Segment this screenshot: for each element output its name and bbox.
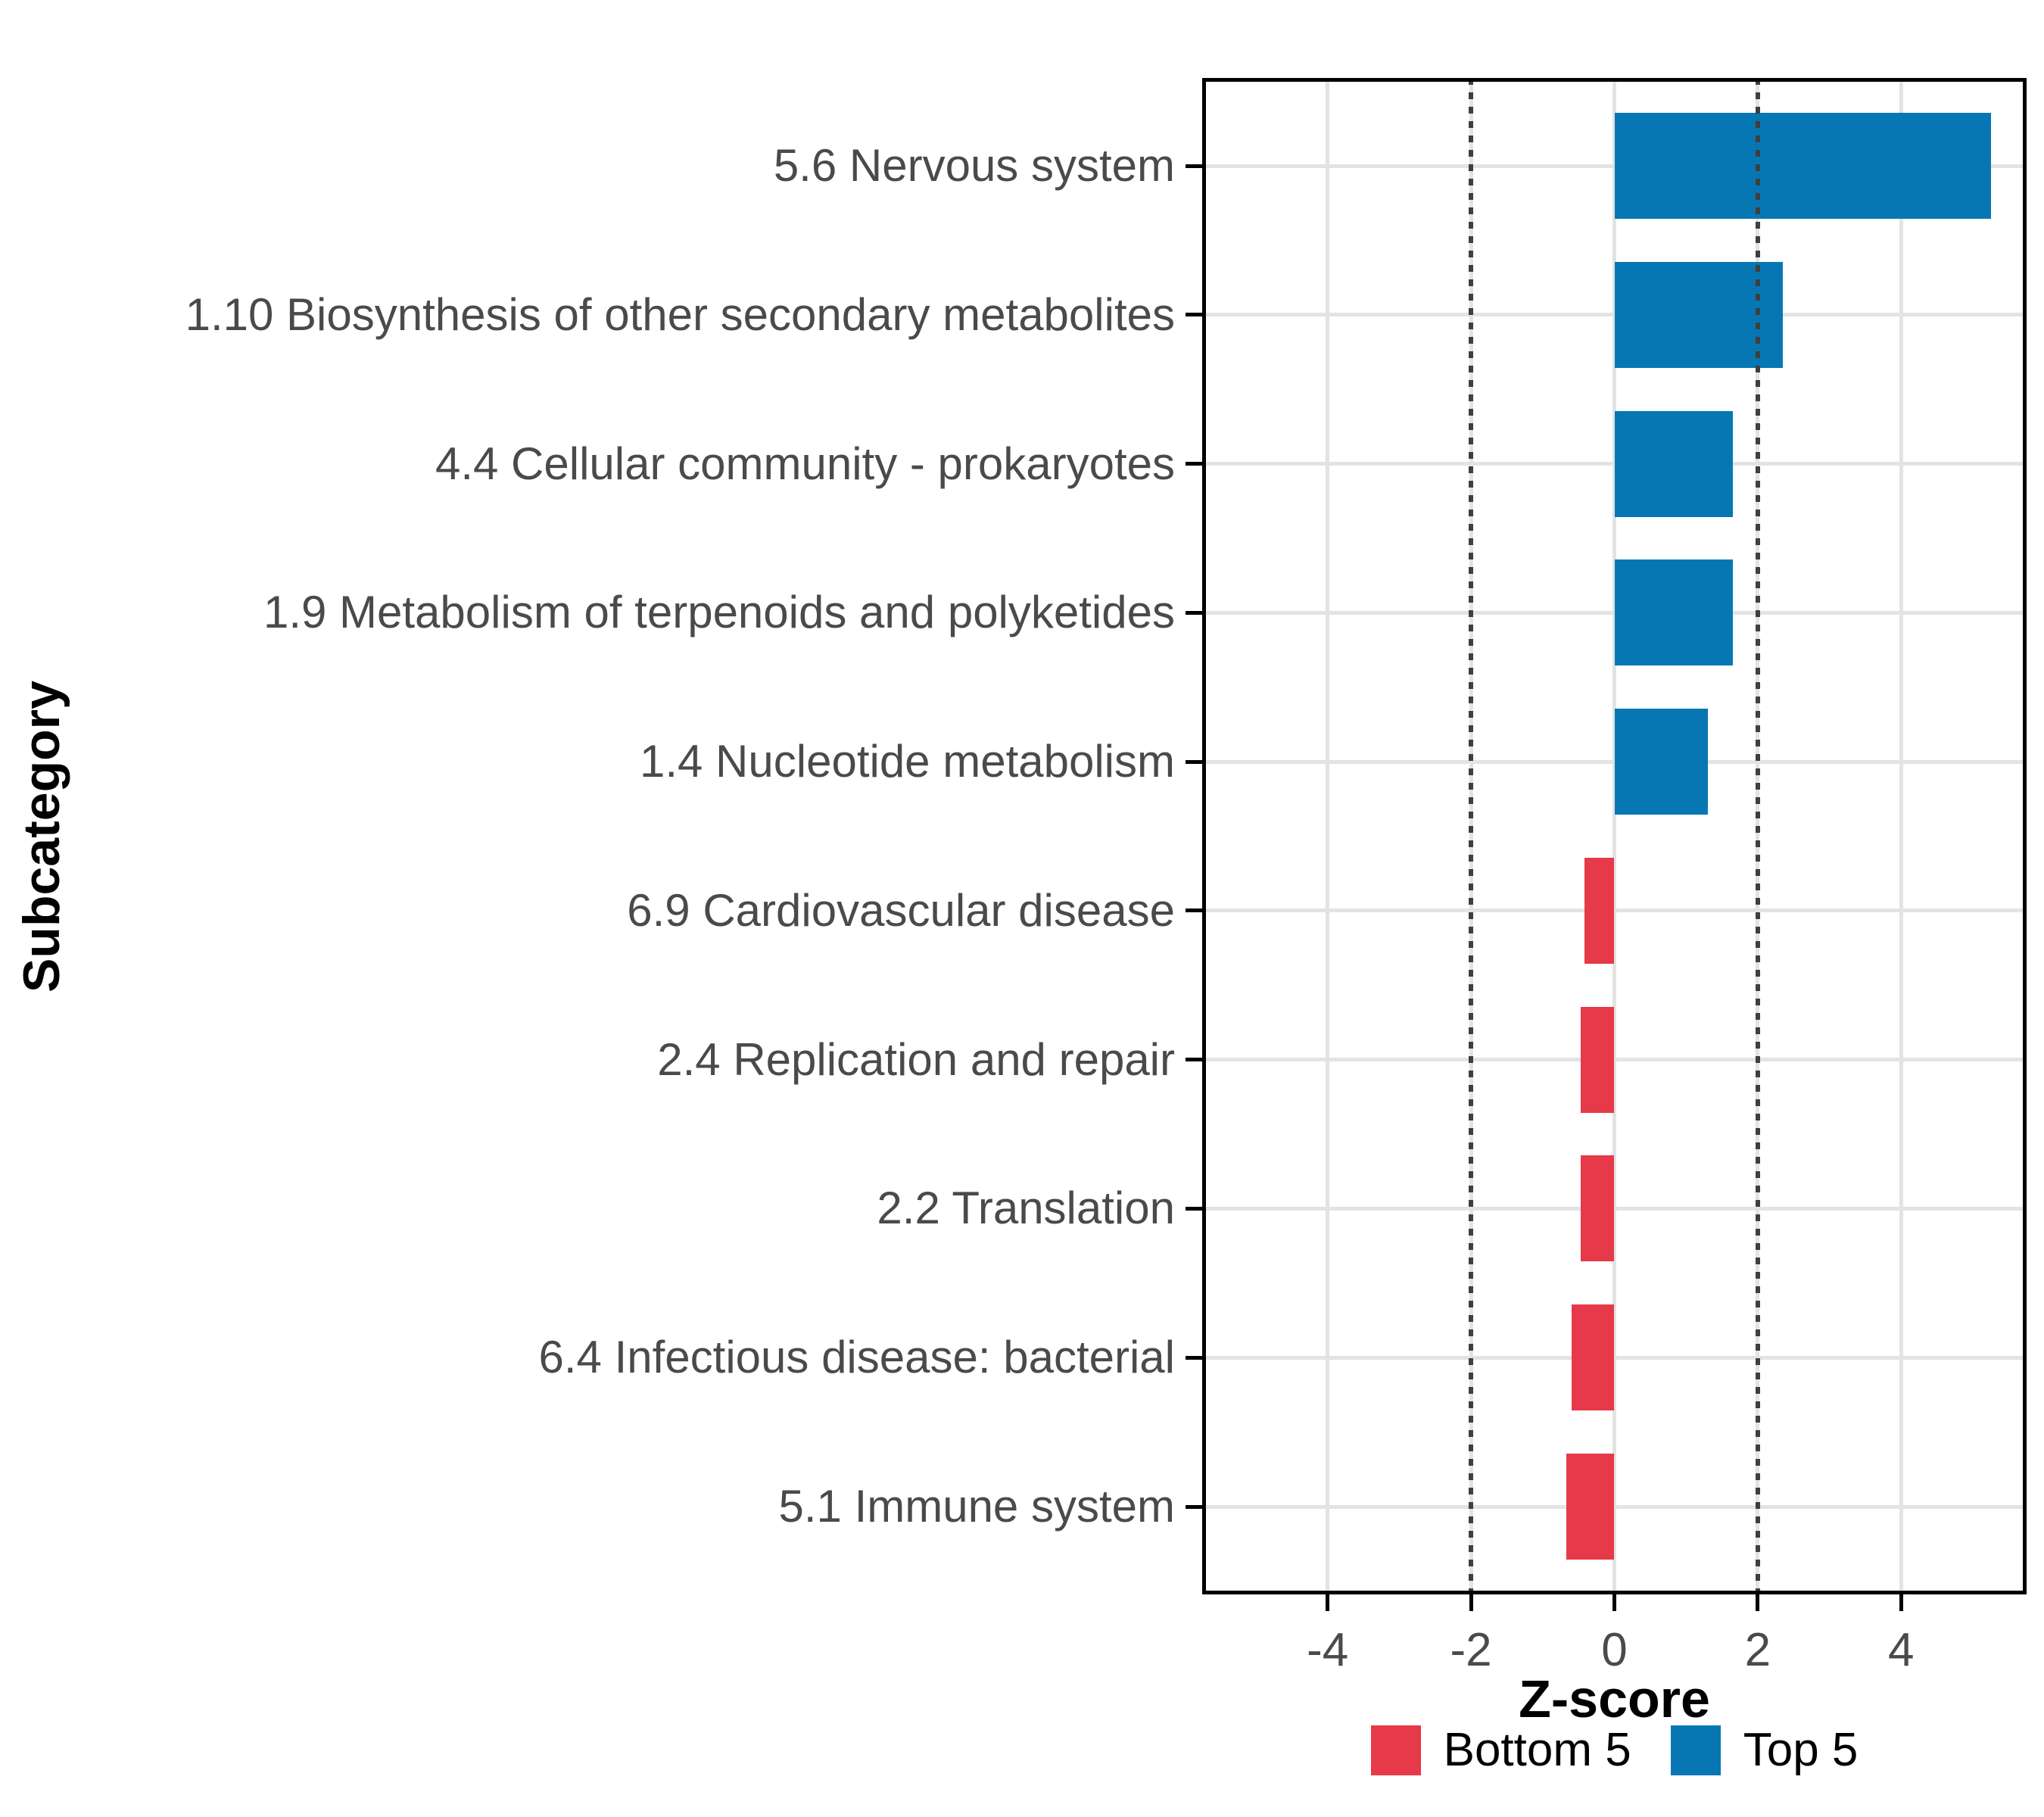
legend-swatch bbox=[1370, 1725, 1421, 1775]
category-label: 1.9 Metabolism of terpenoids and polyket… bbox=[263, 587, 1175, 638]
legend-label: Top 5 bbox=[1743, 1724, 1859, 1776]
x-axis-title: Z-score bbox=[1519, 1669, 1710, 1728]
threshold-line bbox=[1469, 78, 1474, 1594]
category-label: 6.9 Cardiovascular disease bbox=[627, 884, 1175, 936]
y-gridline bbox=[1202, 1504, 2027, 1509]
legend-label: Bottom 5 bbox=[1443, 1724, 1631, 1776]
bar bbox=[1580, 1155, 1615, 1262]
y-tick-mark bbox=[1186, 1355, 1202, 1360]
y-tick-mark bbox=[1186, 462, 1202, 466]
x-tick-mark bbox=[1612, 1594, 1616, 1611]
y-tick-mark bbox=[1186, 908, 1202, 913]
x-tick-mark bbox=[1326, 1594, 1330, 1611]
category-label: 2.2 Translation bbox=[877, 1183, 1175, 1234]
x-tick-mark bbox=[1469, 1594, 1473, 1611]
y-gridline bbox=[1202, 1206, 2027, 1211]
x-tick-mark bbox=[1899, 1594, 1903, 1611]
x-tick-label: 2 bbox=[1744, 1624, 1771, 1676]
legend: Bottom 5 Top 5 bbox=[1202, 1723, 2027, 1777]
category-label: 2.4 Replication and repair bbox=[657, 1033, 1175, 1085]
x-tick-mark bbox=[1756, 1594, 1760, 1611]
x-gridline bbox=[1326, 78, 1330, 1594]
bar bbox=[1584, 857, 1615, 964]
x-tick-label: 0 bbox=[1601, 1624, 1628, 1676]
y-gridline bbox=[1202, 1355, 2027, 1360]
bar bbox=[1614, 261, 1784, 368]
legend-item: Bottom 5 bbox=[1370, 1723, 1631, 1777]
bar bbox=[1571, 1304, 1615, 1411]
y-tick-mark bbox=[1186, 164, 1202, 168]
y-gridline bbox=[1202, 1058, 2027, 1062]
legend-item: Top 5 bbox=[1670, 1723, 1859, 1777]
bar bbox=[1614, 709, 1708, 815]
x-gridline bbox=[1612, 78, 1616, 1594]
category-label: 5.6 Nervous system bbox=[773, 140, 1175, 191]
category-label: 1.4 Nucleotide metabolism bbox=[639, 736, 1175, 787]
x-tick-label: 4 bbox=[1888, 1624, 1915, 1676]
legend-swatch bbox=[1670, 1725, 1721, 1775]
category-label: 4.4 Cellular community - prokaryotes bbox=[435, 438, 1175, 489]
bar bbox=[1614, 410, 1733, 517]
y-tick-mark bbox=[1186, 610, 1202, 615]
plot-panel bbox=[1202, 78, 2027, 1594]
y-tick-mark bbox=[1186, 1504, 1202, 1509]
y-tick-mark bbox=[1186, 759, 1202, 764]
category-label: 1.10 Biosynthesis of other secondary met… bbox=[185, 288, 1175, 340]
x-gridline bbox=[1899, 78, 1903, 1594]
bar bbox=[1614, 559, 1733, 666]
y-tick-mark bbox=[1186, 1058, 1202, 1062]
category-label: 6.4 Infectious disease: bacterial bbox=[538, 1332, 1176, 1383]
y-gridline bbox=[1202, 908, 2027, 913]
bar bbox=[1566, 1454, 1615, 1560]
bar bbox=[1580, 1006, 1615, 1113]
x-tick-label: -4 bbox=[1307, 1624, 1349, 1676]
x-tick-label: -2 bbox=[1450, 1624, 1492, 1676]
category-label: 5.1 Immune system bbox=[778, 1481, 1175, 1532]
y-tick-mark bbox=[1186, 1206, 1202, 1211]
bar bbox=[1614, 113, 1991, 219]
y-tick-mark bbox=[1186, 313, 1202, 317]
y-axis-title: Subcategory bbox=[13, 681, 70, 993]
threshold-line bbox=[1755, 78, 1760, 1594]
